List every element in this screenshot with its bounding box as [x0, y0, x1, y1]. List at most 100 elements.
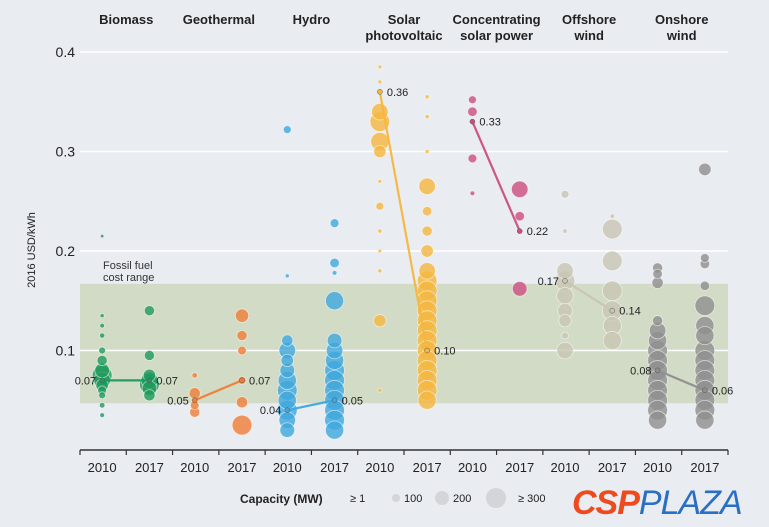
category-label: wind [666, 28, 697, 43]
bubble [467, 106, 478, 117]
legend-entry: 200 [453, 493, 471, 505]
median-label: 0.07 [75, 375, 96, 387]
bubble [609, 213, 616, 219]
x-tick-label: 2017 [505, 460, 534, 475]
bubble [279, 422, 296, 438]
category-label: Biomass [99, 12, 153, 27]
bubble [377, 228, 383, 234]
bubble [325, 420, 345, 440]
bubble [556, 262, 574, 280]
bubble [329, 257, 340, 269]
median-label: 0.05 [167, 395, 188, 407]
x-tick-label: 2010 [643, 460, 672, 475]
x-tick-label: 2010 [273, 460, 302, 475]
bubble [602, 331, 622, 351]
bubble [188, 387, 201, 400]
bubble [602, 218, 623, 240]
bubble [331, 270, 338, 276]
bubble [652, 268, 663, 280]
x-tick-label: 2010 [551, 460, 580, 475]
category-label: Hydro [293, 12, 331, 27]
bubble [377, 64, 383, 70]
median-point [239, 377, 245, 384]
x-tick-label: 2010 [458, 460, 487, 475]
bubble [99, 313, 105, 319]
bubble [562, 228, 568, 234]
bubble [281, 334, 294, 347]
median-label: 0.06 [712, 385, 733, 397]
bubble [424, 94, 430, 100]
bubble [377, 268, 383, 274]
bubble [700, 253, 710, 263]
median-point [284, 407, 291, 413]
bubble [99, 322, 105, 329]
category-label: solar power [460, 28, 533, 43]
median-point [609, 307, 616, 314]
bubble [98, 391, 106, 400]
bubble [652, 315, 664, 327]
median-point [191, 397, 198, 403]
x-tick-label: 2017 [135, 460, 164, 475]
bubble [280, 353, 294, 368]
bubble [284, 273, 290, 279]
y-tick-label: 0.2 [56, 243, 76, 259]
median-label: 0.10 [434, 346, 455, 358]
bubble [377, 248, 383, 254]
bubble [99, 332, 106, 339]
bubble [424, 114, 430, 120]
bubble [468, 95, 477, 105]
y-tick-label: 0.3 [56, 144, 76, 160]
bubble [648, 410, 668, 430]
bubble [191, 372, 198, 379]
bubble [511, 281, 528, 297]
bubble [560, 189, 570, 199]
csp-plaza-logo: CSPPLAZA [572, 484, 743, 522]
bubble [373, 144, 387, 159]
x-tick-label: 2010 [180, 460, 209, 475]
bubble [694, 295, 716, 316]
median-trend-line [657, 369, 706, 392]
bubble [467, 153, 478, 164]
band-label: Fossil fuel [103, 260, 153, 272]
bubble [143, 350, 155, 361]
legend-entry: ≥ 1 [350, 493, 365, 505]
median-point [562, 278, 568, 284]
bubble [100, 233, 105, 239]
median-label: 0.07 [156, 375, 177, 387]
bubble [234, 308, 250, 323]
median-label: 0.04 [260, 405, 281, 417]
median-label: 0.14 [619, 306, 640, 318]
median-point [146, 377, 153, 384]
median-point [516, 228, 523, 234]
bubble [98, 346, 106, 355]
bubble [561, 331, 569, 340]
bubble [424, 149, 430, 154]
bubble [695, 410, 715, 430]
x-tick-label: 2017 [413, 460, 442, 475]
bubble [556, 341, 574, 360]
x-tick-label: 2010 [365, 460, 394, 475]
bubble [98, 402, 106, 409]
legend-bubble [486, 488, 506, 508]
median-point [331, 397, 338, 403]
bubble [417, 390, 437, 410]
bubble [375, 201, 385, 211]
bubble [602, 250, 623, 272]
bubble [282, 125, 292, 134]
x-tick-label: 2010 [88, 460, 117, 475]
category-label: Concentrating [453, 12, 541, 27]
legend-title: Capacity (MW) [240, 492, 323, 506]
bubble [143, 305, 155, 317]
bubble [514, 211, 525, 222]
median-label: 0.07 [249, 375, 270, 387]
category-label: wind [573, 28, 604, 43]
x-tick-label: 2017 [598, 460, 627, 475]
bubble [421, 225, 433, 237]
median-trend-line [287, 399, 335, 412]
y-tick-label: 0.4 [56, 44, 76, 60]
median-label: 0.17 [538, 276, 559, 288]
bubble [418, 262, 436, 280]
bubble [602, 280, 623, 302]
x-tick-label: 2017 [320, 460, 349, 475]
